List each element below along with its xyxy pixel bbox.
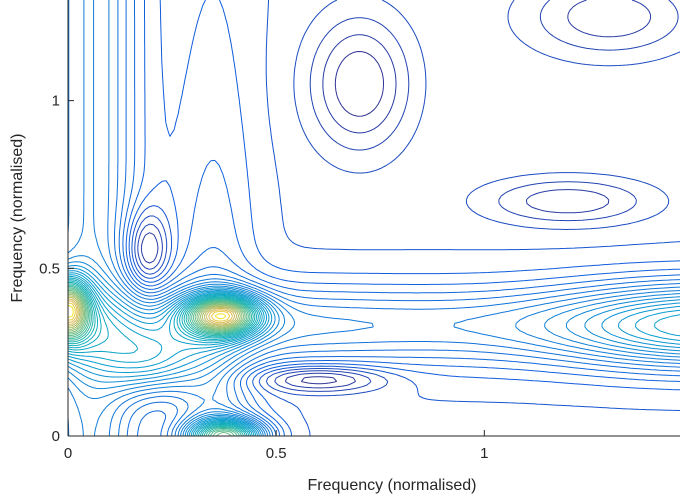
x-tick-label: 0.5 [266, 445, 287, 462]
contour-line [125, 0, 680, 436]
contour-line [140, 0, 652, 389]
contour-line [68, 291, 245, 333]
contour-line [68, 302, 231, 322]
contour-line [137, 0, 679, 392]
x-tick-label: 1 [480, 445, 488, 462]
contour-line [68, 286, 251, 436]
contour-line [68, 289, 246, 436]
contour-line [68, 300, 233, 324]
contour-line [128, 0, 680, 436]
y-tick-label: 0.5 [39, 260, 60, 277]
contour-line [68, 274, 680, 436]
contour-line [68, 267, 680, 436]
contour-line [68, 276, 263, 436]
contour-line [68, 292, 243, 332]
contour-line [68, 280, 258, 436]
contour-line [68, 282, 256, 436]
contour-line [68, 255, 680, 436]
contour-lines [68, 0, 680, 436]
contour-line [68, 0, 680, 436]
contour-line [68, 288, 248, 436]
y-ticks: 00.51 [39, 93, 74, 445]
contour-line [134, 0, 680, 397]
contour-line [68, 0, 680, 436]
contour-line [68, 304, 227, 320]
contour-line [68, 296, 238, 327]
contour-line [68, 272, 680, 436]
contour-line [118, 0, 680, 436]
contour-line [68, 270, 680, 436]
contour-line [68, 298, 236, 325]
contour-line [300, 51, 384, 385]
contour-line [131, 0, 680, 436]
contour-line [68, 261, 680, 436]
contour-line [68, 283, 254, 436]
contour-line [114, 0, 680, 436]
contour-line [68, 265, 680, 436]
y-tick-label: 0 [52, 428, 60, 445]
x-ticks: 0 0.5 1 [64, 430, 488, 462]
y-tick-label: 1 [52, 93, 60, 110]
x-axis-label: Frequency (normalised) [308, 477, 477, 494]
contour-line [68, 277, 261, 436]
contour-line [68, 293, 241, 330]
y-axis-label: Frequency (normalised) [9, 134, 26, 303]
x-tick-label: 0 [64, 445, 72, 462]
contour-line [68, 295, 240, 329]
contour-line [68, 284, 253, 436]
